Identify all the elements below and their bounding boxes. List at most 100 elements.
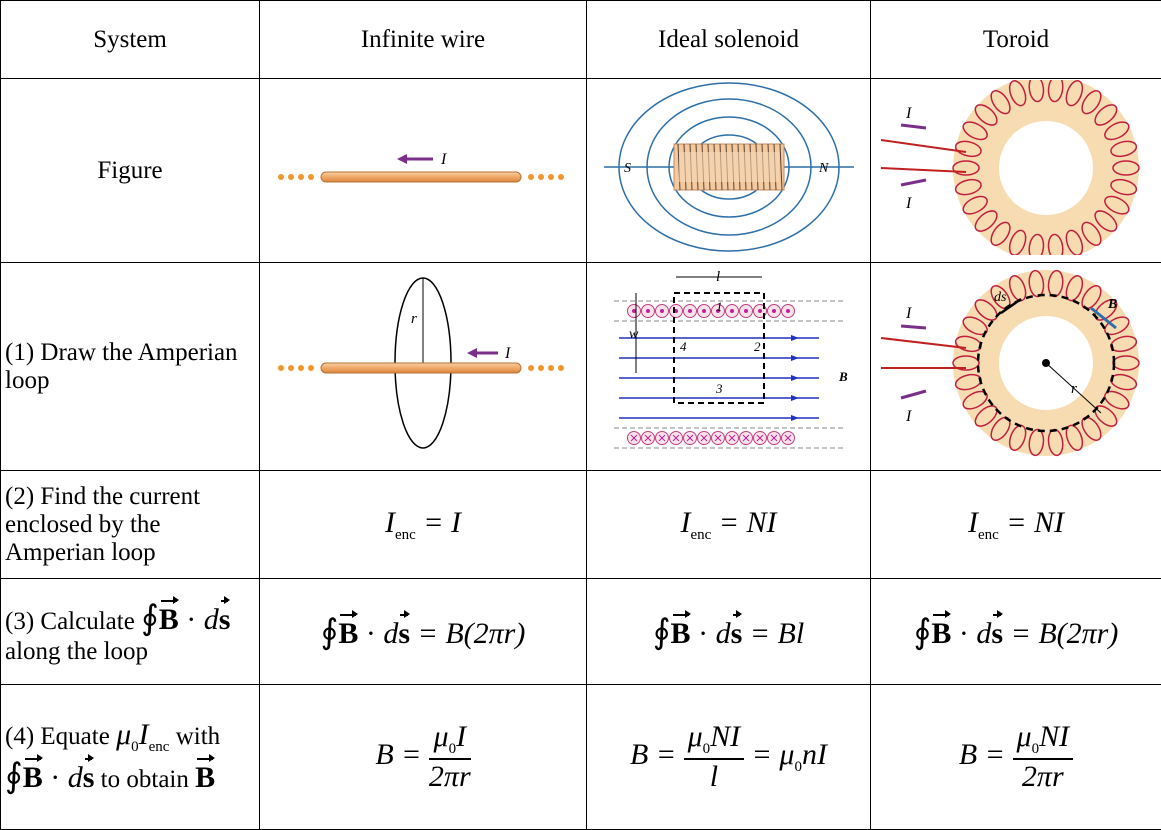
math-text: I (385, 506, 395, 539)
fig-label: 4 (680, 339, 687, 354)
cell: r ds B I I (871, 263, 1161, 471)
figure-shape: μ0NI (684, 720, 745, 760)
figure-shape (548, 365, 554, 371)
math-text: s (991, 617, 1003, 651)
cell: I I (871, 79, 1161, 263)
figure-shape (901, 180, 926, 185)
math-text: I (968, 506, 978, 539)
math-text: · (698, 617, 708, 650)
figure-shape (901, 125, 926, 128)
math-text: ∮ (653, 614, 671, 651)
figure-shape: l (684, 760, 745, 794)
fig-label: r (1071, 381, 1077, 397)
figure-shape (308, 174, 314, 180)
figure-shape: enc (690, 527, 711, 543)
fig-label: 2 (754, 339, 761, 354)
figure-shape (321, 363, 521, 373)
math-text: ∮ (914, 614, 932, 651)
figure-shape: B (195, 761, 215, 794)
row: (1) Draw the Amperian loop r I l w 1 2 3… (1, 263, 1161, 471)
wire-loop-figure: r I (273, 268, 573, 458)
solenoid-loop-figure: l w 1 2 3 4 B (594, 263, 864, 463)
figure-shape (528, 174, 534, 180)
table: System Infinite wire Ideal solenoid Toro… (0, 0, 1161, 830)
equation: ∮B · ds = B(2πr) (260, 579, 587, 685)
math-text: NI (1039, 720, 1069, 753)
math-text: NI (710, 720, 740, 753)
solenoid-figure: S N (594, 82, 864, 252)
math-text: s (83, 761, 95, 795)
figure-shape (791, 375, 799, 381)
figure-shape (321, 172, 521, 182)
figure-shape: 0 (794, 759, 802, 775)
math-text: B (159, 603, 179, 637)
toroid-figure: I I (876, 80, 1156, 255)
math-text: with (176, 723, 220, 750)
figure-shape: μ0I (429, 720, 471, 760)
row: (2) Find the current enclosed by the Amp… (1, 471, 1161, 579)
math-text: 0 (1032, 741, 1040, 757)
math-text: along the loop (5, 638, 148, 665)
math-text: = Bl (750, 617, 804, 650)
fig-label: N (818, 161, 829, 176)
math-text: I (456, 720, 466, 753)
figure-shape: 2πr (429, 760, 471, 794)
figure-shape (660, 309, 664, 313)
math-text: μ (688, 720, 703, 753)
figure-shape (901, 391, 926, 398)
equation: B = μ0NI2πr (871, 685, 1161, 830)
fig-label: B (838, 369, 848, 384)
figure-shape (772, 309, 776, 313)
figure-shape: enc (149, 739, 170, 755)
figure-shape (278, 174, 284, 180)
math-text: B = (959, 738, 1005, 771)
figure-shape: ∮B · ds (5, 761, 94, 794)
figure-shape (901, 326, 926, 328)
row: Figure I S N I I (1, 79, 1161, 263)
figure-shape (646, 309, 650, 313)
math-text: B (23, 761, 43, 795)
figure-shape (278, 365, 284, 371)
math-text: B (195, 761, 215, 795)
math-text: = B(2πr) (418, 617, 526, 650)
math-text: = NI (719, 506, 777, 539)
figure-shape: ∮B · ds (5, 761, 94, 794)
figure-shape: ∮B · ds (321, 617, 410, 650)
fig-label: B (1107, 297, 1117, 312)
figure-shape (614, 301, 844, 448)
math-text: 0 (131, 739, 139, 755)
math-text: s (398, 617, 410, 651)
fig-label: l (716, 269, 720, 285)
fig-label: ds (994, 290, 1007, 305)
math-text: enc (690, 527, 711, 543)
header: Ideal solenoid (587, 1, 871, 79)
figure-shape (528, 365, 534, 371)
toroid-loop-figure: r ds B I I (876, 263, 1156, 463)
math-text: (4) Equate (5, 723, 110, 750)
figure-shape: μ0Ienc (116, 718, 169, 751)
figure-shape (558, 174, 564, 180)
figure-shape: 2πr (1013, 760, 1074, 794)
figure-shape: System Infinite wire Ideal solenoid Toro… (1, 1, 1161, 830)
equation: Ienc = NI (587, 471, 871, 579)
math-text: nI (802, 738, 827, 771)
header: System (1, 1, 260, 79)
page: {"table":{"header":["System","Infinite w… (0, 0, 1161, 830)
cell: r I (260, 263, 587, 471)
fig-label: I (905, 408, 912, 425)
figure-shape: ∮B · ds (914, 617, 1003, 650)
fig-label: I (905, 195, 912, 212)
math-text: ∮ (5, 758, 23, 795)
math-text: 2πr (1022, 760, 1064, 793)
figure-shape: 0 (449, 741, 457, 757)
figure-shape (881, 338, 966, 348)
math-text: B (931, 617, 951, 651)
figure-shape (298, 174, 304, 180)
figure-shape: ∮B · ds (653, 617, 742, 650)
math-text: · (50, 761, 60, 794)
math-text: = B(2πr) (1011, 617, 1119, 650)
figure-shape (538, 174, 544, 180)
math-text: B (338, 617, 358, 651)
math-text: μ (779, 738, 794, 771)
